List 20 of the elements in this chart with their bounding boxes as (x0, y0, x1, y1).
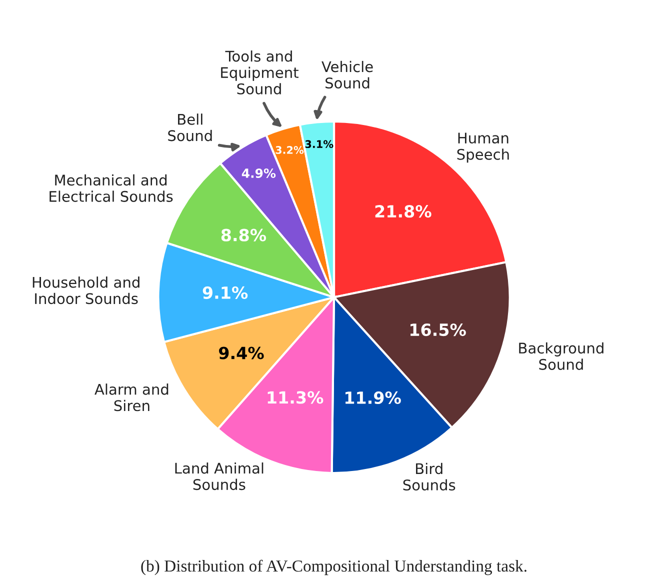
text: (b) Distribution of AV-Compositional Understanding task. (141, 560, 526, 576)
slice-label: Bird Sounds (403, 462, 456, 491)
slice-label: Household and Indoor Sounds (32, 276, 140, 304)
data-label: 9.1% (202, 286, 248, 299)
data-label: 11.9% (345, 391, 401, 404)
slice-label: Alarm and Siren (94, 384, 168, 412)
data-label: 4.9% (242, 168, 276, 178)
slice-label: Land Animal Sounds (175, 462, 264, 490)
data-label: 16.5% (410, 323, 466, 336)
data-label: 8.8% (221, 228, 266, 242)
slice-label: Bell Sound (168, 114, 212, 142)
slice-label: Background Sound (519, 342, 604, 370)
slice-label: Mechanical and Electrical Sounds (50, 174, 173, 202)
slice-label: Tools and Equipment Sound (221, 50, 298, 94)
data-label: 11.3% (268, 391, 324, 404)
data-label: 3.2% (276, 146, 304, 154)
data-label: 9.4% (219, 346, 264, 360)
data-label: 21.8% (375, 205, 432, 218)
slice-label: Human Speech (457, 132, 509, 163)
slice-label: Vehicle Sound (322, 60, 373, 89)
